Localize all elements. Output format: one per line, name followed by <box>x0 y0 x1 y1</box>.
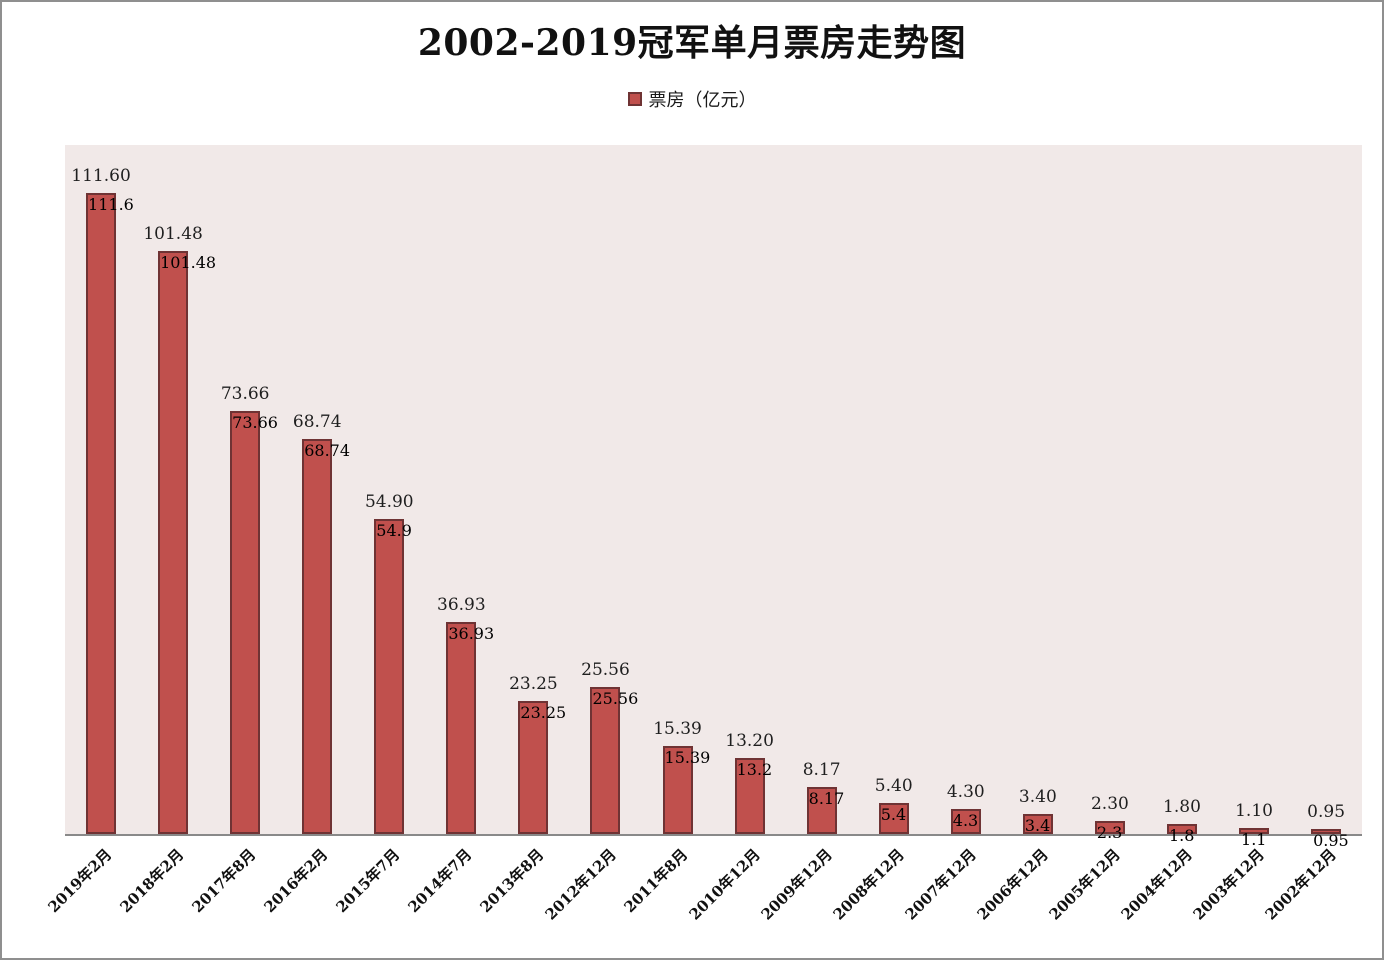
bar-value-label: 101.48 <box>143 224 203 245</box>
bar-group: 2.3 2.30 2005年12月 <box>1046 145 1146 924</box>
x-axis-tick-label: 2006年12月 <box>973 845 1052 924</box>
bar-value-label: 54.90 <box>364 491 414 512</box>
bar-group: 4.3 4.30 2007年12月 <box>902 145 1002 923</box>
bar-value-label: 13.20 <box>725 731 774 752</box>
legend-label: 票房（亿元） <box>648 90 757 111</box>
bar-group: 68.74 68.74 2016年2月 <box>261 145 353 916</box>
bar-value-label: 1.10 <box>1235 800 1273 821</box>
bar: 68.74 <box>302 439 350 834</box>
bar-value-label: 73.66 <box>220 384 270 405</box>
bar-group: 5.4 5.40 2008年12月 <box>830 145 930 924</box>
bar-group: 1.8 1.80 2004年12月 <box>1118 145 1218 924</box>
legend-marker-icon <box>627 92 642 106</box>
bar-value-label: 23.25 <box>509 673 558 694</box>
x-axis-tick-label: 2007年12月 <box>901 845 980 924</box>
x-axis-tick-label: 2004年12月 <box>1117 845 1197 924</box>
bar: 1.8 <box>1166 823 1197 845</box>
x-axis-tick-label: 2018年2月 <box>116 845 188 917</box>
bar: 111.6 <box>86 193 134 834</box>
bar-value-label: 2.30 <box>1090 793 1129 814</box>
bar: 13.2 <box>734 758 772 834</box>
bar: 4.3 <box>950 809 981 834</box>
x-axis-tick-label: 2009年12月 <box>757 845 836 924</box>
bar-value-label: 15.39 <box>653 718 702 739</box>
bar-group: 15.39 15.39 2011年8月 <box>621 145 714 917</box>
bar-group: 1.1 1.10 2003年12月 <box>1190 145 1290 924</box>
bar-value-label: 36.93 <box>437 594 486 615</box>
bar-group: 73.66 73.66 2017年8月 <box>188 145 281 916</box>
bar-group: 25.56 25.56 2012年12月 <box>541 145 641 923</box>
bar: 23.25 <box>518 700 566 834</box>
bar-value-label: 1.80 <box>1163 796 1201 817</box>
bar: 15.39 <box>662 745 710 834</box>
x-axis-tick-label: 2003年12月 <box>1189 845 1269 924</box>
bar: 54.9 <box>374 518 412 834</box>
bar-value-label: 68.74 <box>292 412 342 433</box>
bar-value-label: 3.40 <box>1018 787 1057 808</box>
bar-group: 111.6 111.60 2019年2月 <box>44 145 137 916</box>
x-axis-tick-label: 2011年8月 <box>620 845 692 917</box>
x-axis-tick-label: 2008年12月 <box>829 845 908 924</box>
bar: 5.4 <box>878 803 909 834</box>
bar: 73.66 <box>230 411 278 834</box>
x-axis-tick-label: 2002年12月 <box>1262 845 1341 924</box>
bar: 1.1 <box>1239 827 1270 849</box>
plot-area: 111.6 111.60 2019年2月 101.48 101.48 2018年2月 73.… <box>44 145 1362 924</box>
chart-title: 2002-2019冠军单月票房走势图 <box>417 22 967 64</box>
bar-group: 13.2 13.20 2010年12月 <box>686 145 786 923</box>
bar-group: 23.25 23.25 2013年8月 <box>477 145 569 917</box>
bar-value-label: 5.40 <box>874 776 913 796</box>
bar-group: 101.48 101.48 2018年2月 <box>116 145 216 916</box>
x-axis-tick-label: 2019年2月 <box>44 845 116 917</box>
legend: 票房（亿元） <box>2 86 1382 112</box>
bar: 0.95 <box>1311 828 1349 850</box>
bar: 36.93 <box>446 621 494 834</box>
bar-value-label: 0.95 <box>1307 801 1346 822</box>
x-axis-tick-label: 2016年2月 <box>260 845 332 917</box>
bar: 2.3 <box>1094 820 1125 842</box>
x-axis-tick-label: 2010年12月 <box>685 845 764 924</box>
x-axis-tick-label: 2012年12月 <box>541 845 620 924</box>
bar: 25.56 <box>590 687 638 834</box>
bar-group: 0.95 0.95 2002年12月 <box>1262 145 1362 924</box>
x-axis-tick-label: 2017年8月 <box>188 845 260 917</box>
bar-group: 3.4 3.40 2006年12月 <box>974 145 1074 923</box>
bar-value-label: 111.60 <box>71 166 131 187</box>
x-axis-tick-label: 2013年8月 <box>476 845 548 917</box>
x-axis-tick-label: 2014年7月 <box>404 845 476 917</box>
bar-value-label: 8.17 <box>802 760 841 781</box>
bar: 101.48 <box>158 251 216 834</box>
x-axis-tick-label: 2015年7月 <box>332 845 404 917</box>
x-axis-tick-label: 2005年12月 <box>1045 845 1125 924</box>
bar: 3.4 <box>1022 814 1053 835</box>
bar-value-label: 25.56 <box>581 660 630 681</box>
bar: 8.17 <box>806 787 844 834</box>
bar-group: 36.93 36.93 2014年7月 <box>405 145 497 916</box>
bar-group: 8.17 8.17 2009年12月 <box>758 145 858 924</box>
bar-group: 54.9 54.90 2015年7月 <box>333 145 425 916</box>
bar-value-label: 4.30 <box>946 782 985 803</box>
